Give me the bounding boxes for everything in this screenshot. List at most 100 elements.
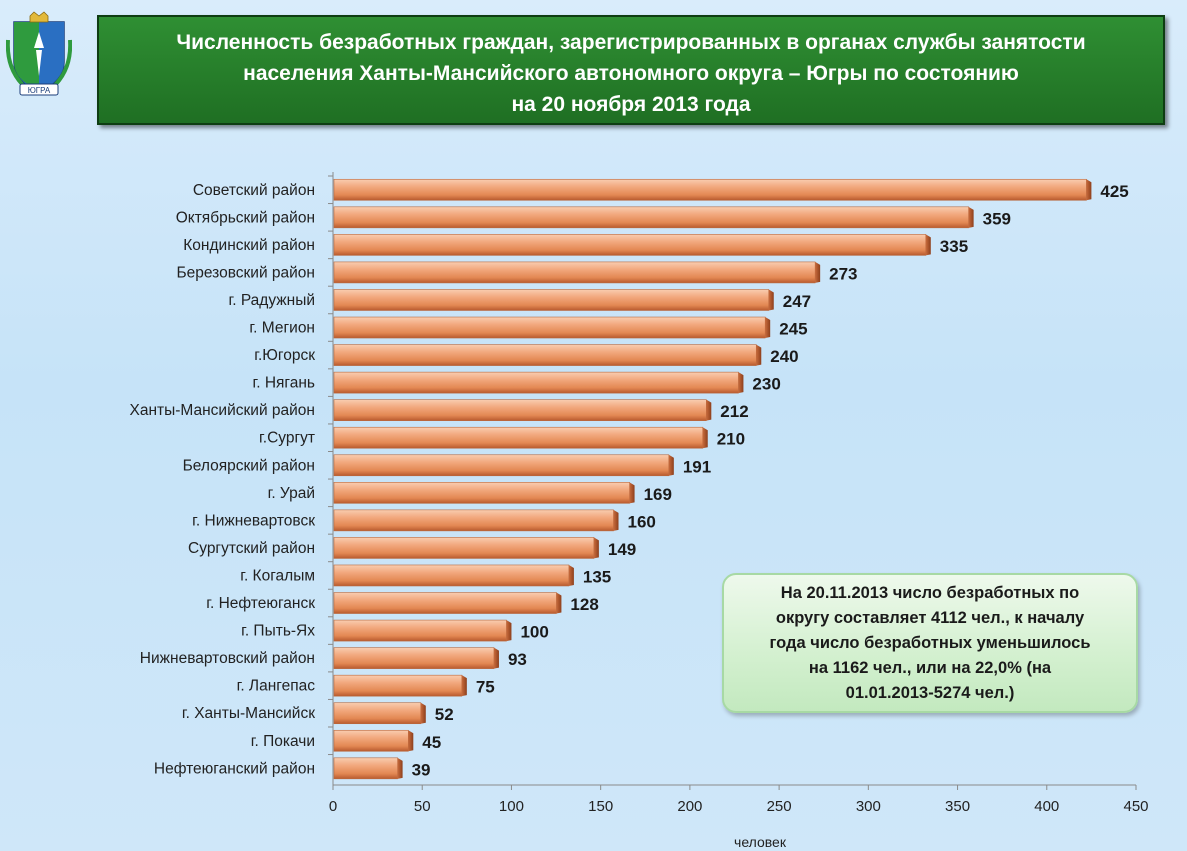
summary-line-2: округу составляет 4112 чел., к началу xyxy=(775,609,1085,627)
bar xyxy=(333,482,630,504)
category-label: Нижневартовский район xyxy=(140,650,315,667)
x-tick-label: 450 xyxy=(1123,798,1148,815)
x-tick-label: 300 xyxy=(856,798,881,815)
bar-end-cap xyxy=(420,702,426,724)
category-label: г. Пыть-Ях xyxy=(241,623,315,640)
bar-end-cap xyxy=(738,372,744,394)
category-label: г. Нефтеюганск xyxy=(206,595,315,612)
title-line-1: Численность безработных граждан, зарегис… xyxy=(176,31,1086,54)
category-label: Кондинский район xyxy=(183,237,315,254)
x-axis-title: человек xyxy=(734,834,787,850)
summary-callout: На 20.11.2013 число безработных по округ… xyxy=(722,573,1138,713)
bar-end-cap xyxy=(397,757,403,779)
bar xyxy=(333,537,595,559)
value-label: 169 xyxy=(644,485,672,504)
title-line-3: на 20 ноября 2013 года xyxy=(511,93,751,116)
bar xyxy=(333,509,614,532)
bar-end-cap xyxy=(506,620,512,642)
bar-end-cap xyxy=(925,234,931,256)
category-label: г. Мегион xyxy=(249,320,315,337)
bar-end-cap xyxy=(613,509,619,531)
bar xyxy=(333,344,757,366)
value-label: 45 xyxy=(422,733,441,752)
x-tick-label: 150 xyxy=(588,798,613,815)
category-label: г. Нягань xyxy=(252,375,315,392)
bar-end-cap xyxy=(556,592,562,614)
x-tick-label: 100 xyxy=(499,798,524,815)
category-label: г.Югорск xyxy=(254,347,315,364)
bar xyxy=(333,619,507,642)
bar xyxy=(333,729,409,752)
value-label: 135 xyxy=(583,567,611,586)
value-label: 212 xyxy=(720,402,748,421)
page-title: Численность безработных граждан, зарегис… xyxy=(97,15,1165,125)
bar-end-cap xyxy=(461,675,467,697)
x-tick-label: 400 xyxy=(1034,798,1059,815)
value-label: 160 xyxy=(628,512,656,531)
bar xyxy=(333,289,770,311)
bar xyxy=(333,178,1087,201)
x-tick-label: 200 xyxy=(677,798,702,815)
bar-end-cap xyxy=(593,537,599,559)
x-tick-label: 50 xyxy=(414,798,431,815)
bar xyxy=(333,674,463,697)
emblem-logo: ЮГРА xyxy=(6,11,72,96)
category-label: г. Когалым xyxy=(240,567,315,584)
bar-end-cap xyxy=(765,317,771,339)
category-label: Нефтеюганский район xyxy=(154,760,315,777)
bar-end-cap xyxy=(568,564,574,586)
bar-end-cap xyxy=(815,261,821,283)
bar xyxy=(333,454,670,477)
bar xyxy=(333,206,969,229)
category-label: Октябрьский район xyxy=(176,209,315,226)
x-tick-label: 350 xyxy=(945,798,970,815)
value-label: 230 xyxy=(752,375,780,394)
summary-line-1: На 20.11.2013 число безработных по xyxy=(780,584,1080,602)
category-label: Березовский район xyxy=(176,264,315,281)
bar xyxy=(333,647,495,669)
bar xyxy=(333,261,816,284)
title-line-2: населения Ханты-Мансийского автономного … xyxy=(243,62,1019,85)
emblem-label: ЮГРА xyxy=(28,86,51,95)
bar xyxy=(333,702,422,725)
value-label: 149 xyxy=(608,540,636,559)
category-label: г. Радужный xyxy=(228,292,315,309)
value-label: 210 xyxy=(717,430,745,449)
bar xyxy=(333,316,766,339)
value-label: 359 xyxy=(983,209,1011,228)
bar-end-cap xyxy=(629,482,635,504)
summary-line-3: года число безработных уменьшилось xyxy=(769,634,1091,652)
bar xyxy=(333,234,927,256)
category-label: г. Урай xyxy=(268,485,315,502)
bar xyxy=(333,757,398,780)
value-label: 100 xyxy=(520,623,548,642)
x-tick-label: 250 xyxy=(767,798,792,815)
bar-end-cap xyxy=(756,344,762,366)
value-label: 247 xyxy=(783,292,811,311)
bar-end-cap xyxy=(706,399,712,421)
x-tick-label: 0 xyxy=(329,798,337,815)
bar xyxy=(333,371,739,394)
bar xyxy=(333,564,570,587)
summary-line-4: на 1162 чел., или на 22,0% (на xyxy=(808,659,1052,677)
category-label: Ханты-Мансийский район xyxy=(130,402,316,419)
bar-end-cap xyxy=(768,289,774,311)
bar xyxy=(333,399,707,421)
category-label: г. Покачи xyxy=(251,733,315,750)
bar-end-cap xyxy=(702,427,708,449)
value-label: 425 xyxy=(1100,182,1128,201)
category-label: Советский район xyxy=(193,182,315,199)
value-label: 335 xyxy=(940,237,968,256)
value-label: 273 xyxy=(829,264,857,283)
bar xyxy=(333,592,557,614)
value-label: 39 xyxy=(412,760,431,779)
bar-end-cap xyxy=(668,454,674,476)
value-label: 93 xyxy=(508,650,527,669)
category-label: г. Ханты-Мансийск xyxy=(182,705,315,722)
bar xyxy=(333,426,704,449)
category-label: г. Нижневартовск xyxy=(192,512,315,529)
value-label: 240 xyxy=(770,347,798,366)
bar-end-cap xyxy=(968,206,974,228)
bar-end-cap xyxy=(408,730,414,752)
